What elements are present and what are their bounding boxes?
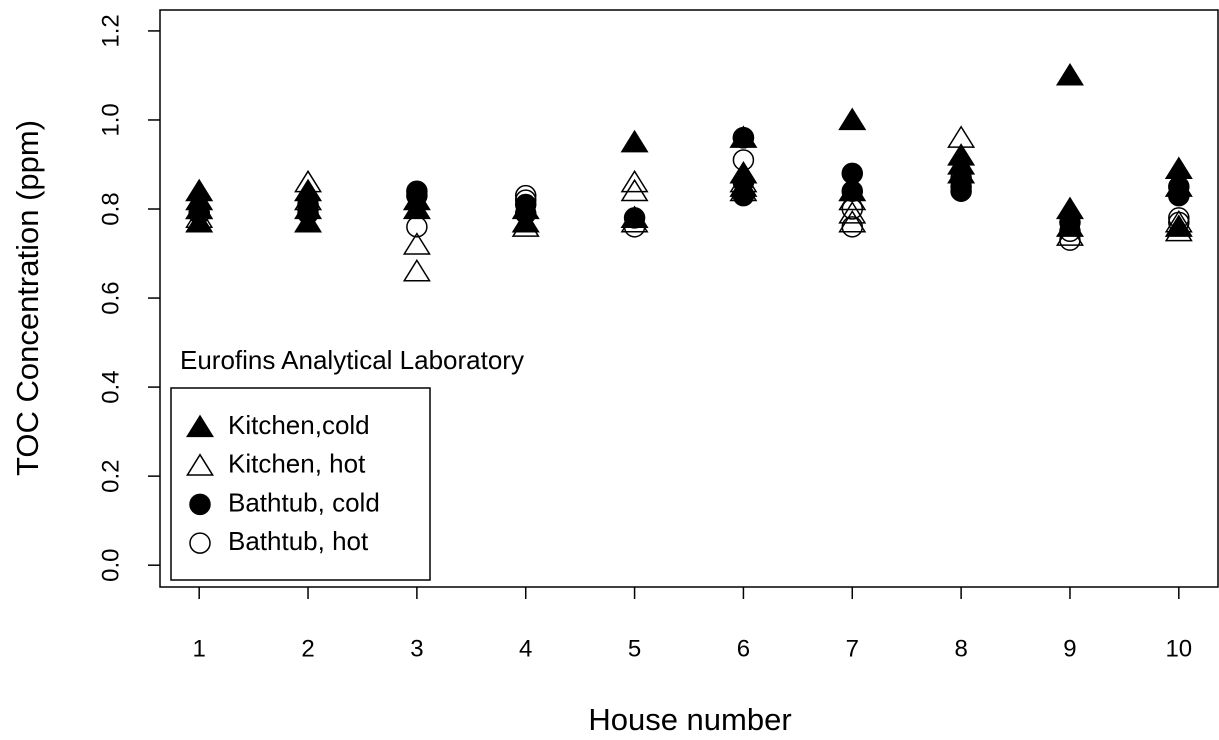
triangle-marker [1055, 223, 1084, 246]
x-axis-label: House number [588, 702, 791, 737]
circle-marker [841, 162, 864, 185]
circle-marker [950, 176, 972, 198]
triangle-marker [402, 258, 431, 282]
y-tick-label: 0.4 [97, 370, 124, 403]
triangle-marker [947, 125, 976, 148]
circle-marker [297, 198, 319, 220]
triangle-marker [838, 201, 867, 224]
circle-marker [623, 216, 646, 238]
triangle-marker [186, 414, 214, 438]
y-tick-label: 0.2 [97, 459, 124, 492]
legend-label: Bathtub, hot [228, 526, 369, 556]
circle-marker [950, 167, 972, 189]
x-tick-label: 7 [846, 635, 859, 662]
x-tick-label: 5 [628, 635, 641, 662]
circle-marker [1059, 229, 1081, 251]
triangle-marker [186, 453, 214, 476]
x-tick-label: 1 [193, 635, 206, 662]
triangle-marker [402, 232, 431, 255]
y-tick-label: 1.2 [97, 14, 124, 47]
x-tick-label: 10 [1165, 635, 1192, 662]
triangle-marker [294, 169, 323, 193]
circle-marker [1168, 176, 1190, 198]
circle-marker [1168, 211, 1190, 234]
circle-marker [188, 202, 210, 225]
circle-marker [1059, 220, 1081, 243]
legend-label: Kitchen,cold [228, 410, 370, 440]
x-tick-label: 2 [301, 635, 314, 662]
x-tick-label: 3 [410, 635, 423, 662]
legend-box [170, 387, 431, 581]
y-tick-label: 0.0 [97, 548, 124, 581]
legend-label: Bathtub, cold [228, 487, 380, 517]
circle-marker [1059, 211, 1081, 234]
triangle-marker [838, 209, 867, 233]
circle-marker [1168, 207, 1190, 229]
circle-marker [514, 184, 537, 207]
circle-marker [406, 216, 428, 238]
annotation: Eurofins Analytical Laboratory [180, 345, 524, 375]
triangle-marker [838, 107, 867, 131]
circle-marker [406, 184, 428, 207]
circle-marker [623, 207, 646, 229]
y-tick-label: 0.8 [97, 192, 124, 225]
x-tick-label: 9 [1063, 635, 1076, 662]
circle-marker [732, 149, 755, 171]
circle-marker [841, 216, 864, 238]
circle-marker [732, 171, 755, 194]
triangle-marker [620, 129, 649, 153]
x-tick-label: 4 [519, 635, 532, 662]
x-tick-label: 6 [737, 635, 750, 662]
legend-label: Kitchen, hot [228, 449, 366, 479]
circle-marker [189, 532, 211, 554]
y-tick-label: 1.0 [97, 103, 124, 136]
triangle-marker [1055, 63, 1084, 86]
circle-marker [189, 493, 211, 516]
y-tick-label: 0.6 [97, 281, 124, 314]
circle-marker [732, 127, 755, 149]
x-tick-label: 8 [954, 635, 967, 662]
circle-marker [514, 189, 537, 211]
circle-marker [841, 180, 864, 202]
triangle-marker [620, 178, 649, 202]
circle-marker [841, 198, 864, 220]
y-axis-label: TOC Concentration (ppm) [10, 120, 45, 476]
triangle-marker [620, 169, 649, 193]
triangle-marker [511, 214, 540, 237]
